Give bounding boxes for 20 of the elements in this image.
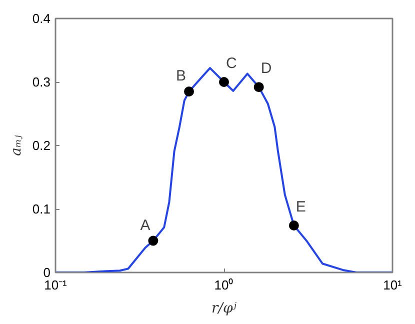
x-tick-label: 10⁰ [214, 278, 234, 292]
y-tick-label: 0.3 [32, 74, 51, 90]
annotation: A [140, 216, 150, 234]
point [254, 82, 264, 92]
point [148, 236, 158, 246]
annotation: E [296, 198, 306, 216]
annotation: C [226, 55, 237, 72]
x-axis-title: r/φʲ [212, 300, 237, 316]
x-tick-label: 10⁻¹ [44, 278, 68, 292]
y-axis-title: aₘⱼ [8, 134, 24, 156]
point [288, 220, 299, 230]
point [219, 77, 229, 87]
y-tick-label: 0 [43, 265, 51, 280]
annotation: D [260, 60, 272, 78]
y-tick-label: 0.4 [32, 11, 51, 26]
point [184, 86, 194, 97]
y-tick-label: 0.1 [32, 202, 51, 216]
x-tick-label: 10¹ [383, 278, 403, 292]
y-tick-label: 0.2 [32, 138, 51, 153]
annotation: B [176, 68, 186, 85]
